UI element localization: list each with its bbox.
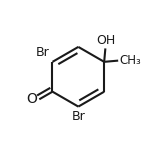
Text: Br: Br (36, 46, 50, 59)
Text: OH: OH (96, 34, 116, 47)
Text: CH₃: CH₃ (119, 54, 141, 67)
Text: Br: Br (71, 110, 85, 123)
Text: O: O (26, 92, 37, 106)
